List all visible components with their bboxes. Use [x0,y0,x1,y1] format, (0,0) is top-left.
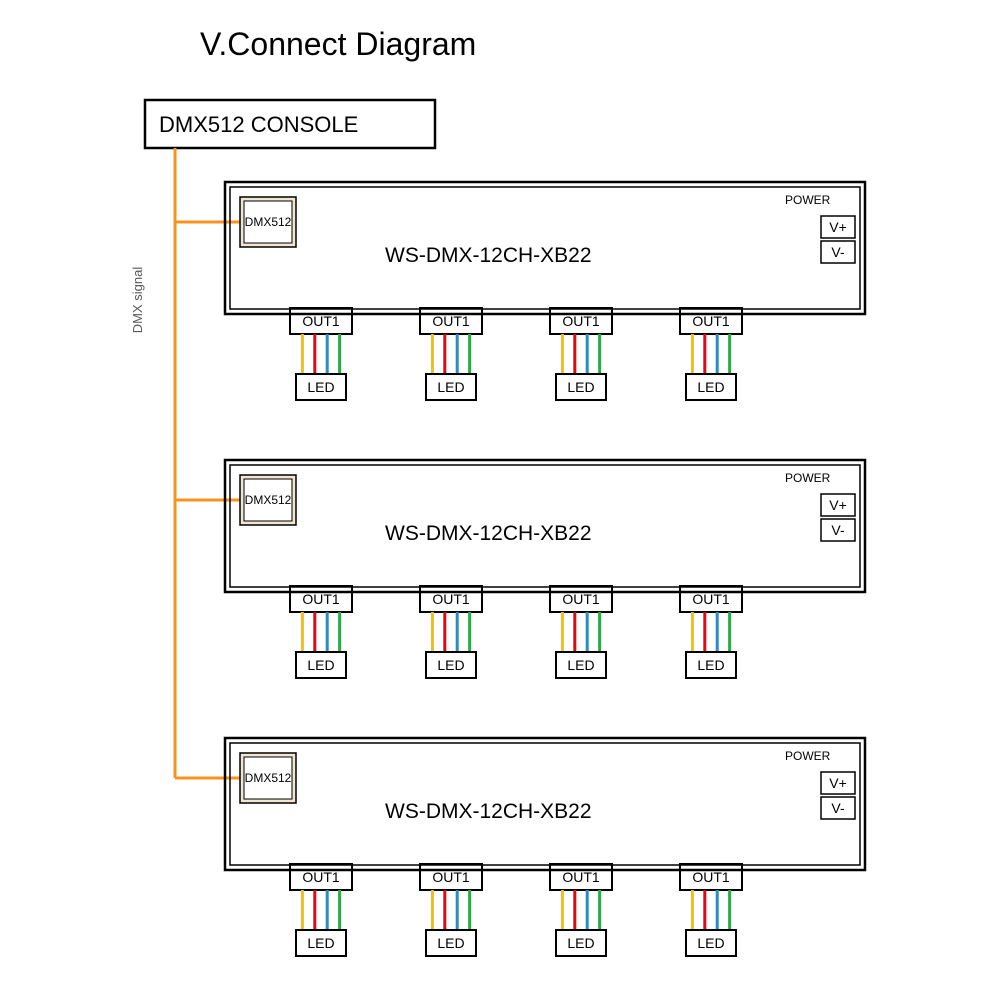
led-label: LED [307,379,334,395]
out-label: OUT1 [302,591,340,607]
out-label: OUT1 [302,869,340,885]
vminus-label: V- [831,522,845,538]
led-label: LED [567,935,594,951]
out-label: OUT1 [692,869,730,885]
out-label: OUT1 [692,313,730,329]
out-label: OUT1 [692,591,730,607]
dmx-port-label: DMX512 [245,215,292,229]
led-label: LED [567,657,594,673]
dmx-signal-label: DMX signal [130,267,145,334]
dmx-port-label: DMX512 [245,771,292,785]
console-label: DMX512 CONSOLE [159,112,358,137]
led-label: LED [307,935,334,951]
module-model: WS-DMX-12CH-XB22 [385,244,592,267]
led-label: LED [567,379,594,395]
vminus-label: V- [831,800,845,816]
vplus-label: V+ [829,775,847,791]
dmx-port-label: DMX512 [245,493,292,507]
out-label: OUT1 [432,313,470,329]
power-label: POWER [785,471,831,485]
led-label: LED [697,657,724,673]
out-label: OUT1 [562,869,600,885]
out-label: OUT1 [432,869,470,885]
out-label: OUT1 [562,591,600,607]
led-label: LED [437,935,464,951]
led-label: LED [437,379,464,395]
connect-diagram: V.Connect Diagram DMX512 CONSOLE DMX signa… [0,0,1000,1000]
led-label: LED [697,379,724,395]
led-label: LED [307,657,334,673]
module-model: WS-DMX-12CH-XB22 [385,800,592,823]
diagram-title: V.Connect Diagram [200,26,476,62]
power-label: POWER [785,193,831,207]
vplus-label: V+ [829,497,847,513]
led-label: LED [697,935,724,951]
out-label: OUT1 [432,591,470,607]
power-label: POWER [785,749,831,763]
vminus-label: V- [831,244,845,260]
out-label: OUT1 [302,313,340,329]
vplus-label: V+ [829,219,847,235]
module-model: WS-DMX-12CH-XB22 [385,522,592,545]
out-label: OUT1 [562,313,600,329]
led-label: LED [437,657,464,673]
